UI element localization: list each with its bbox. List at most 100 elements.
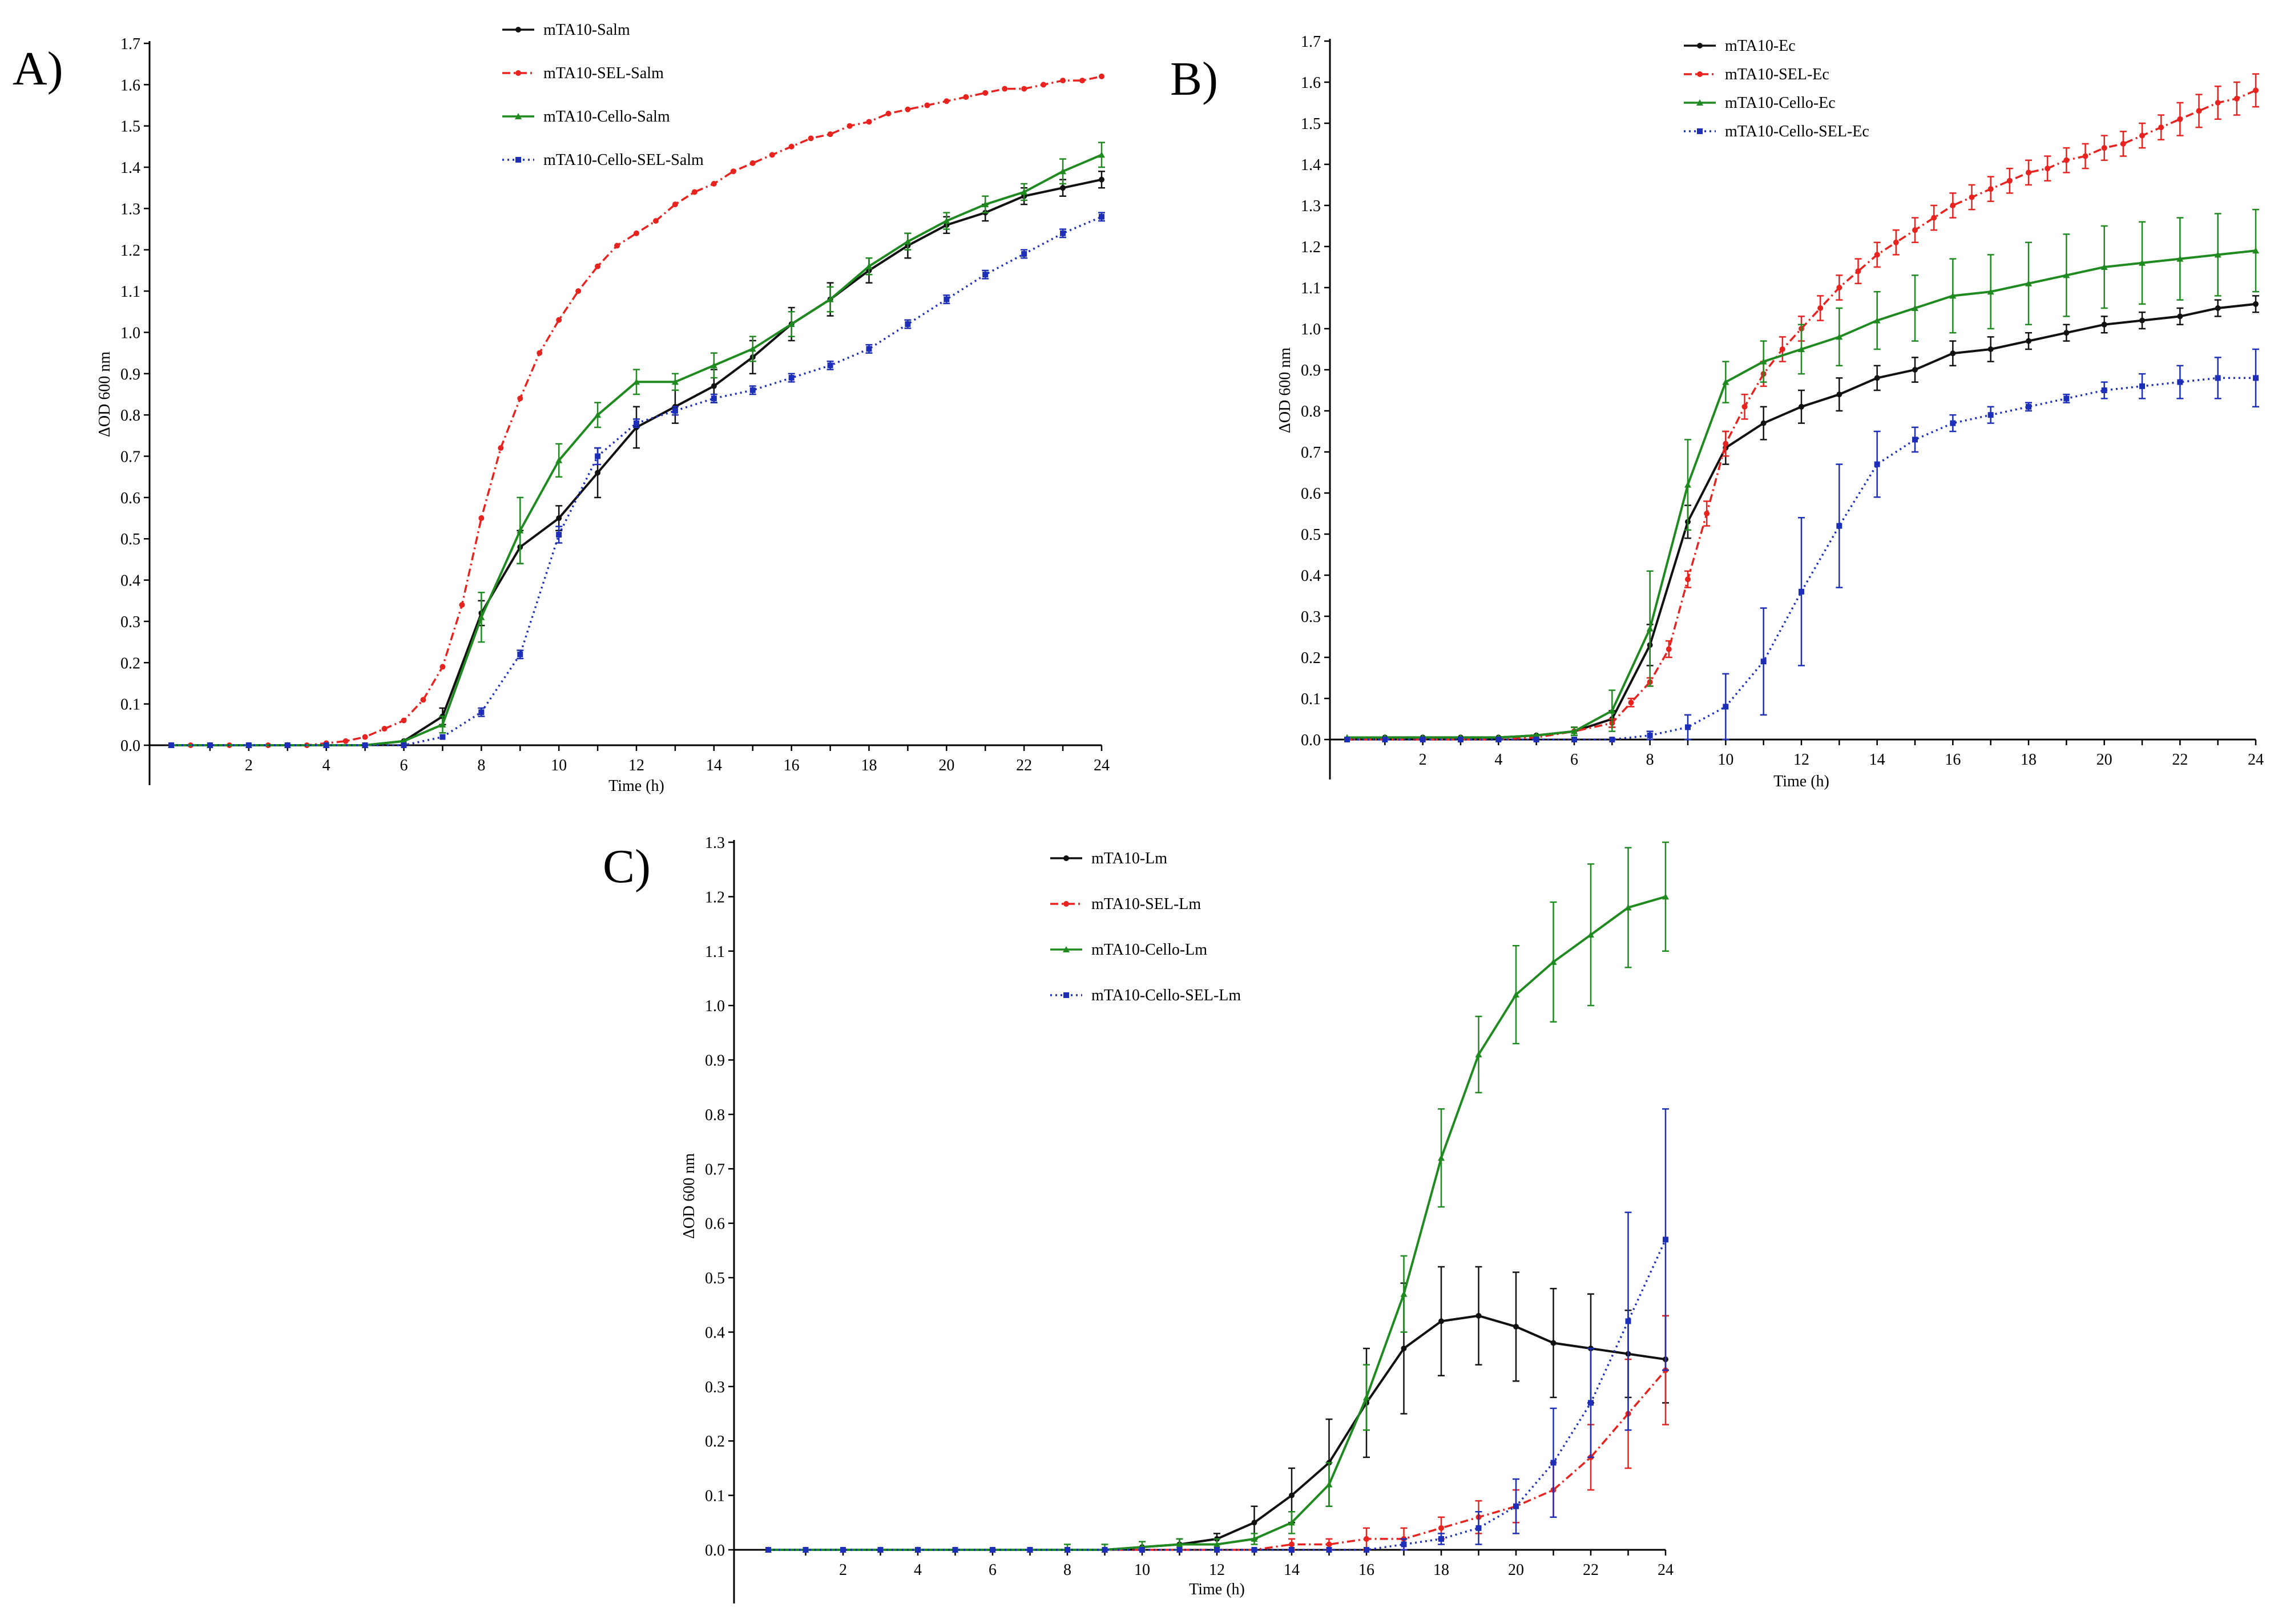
legend-entry: mTA10-SEL-Ec (1684, 66, 1829, 83)
data-point (556, 317, 562, 323)
data-point (672, 407, 678, 414)
series-line (768, 1370, 1667, 1551)
data-point (710, 362, 717, 369)
legend-label: mTA10-Cello-SEL-Salm (543, 151, 704, 169)
data-point (1288, 1519, 1295, 1526)
series-mTA10-Cello-SEL-Lm (765, 1108, 1669, 1553)
y-axis-title: ΔOD 600 nm (1276, 348, 1294, 433)
y-tick-label: 0.6 (1301, 485, 1321, 503)
data-point (749, 387, 756, 393)
data-point (865, 262, 873, 269)
data-point (1628, 700, 1634, 706)
y-tick-label: 1.6 (1301, 74, 1321, 92)
x-tick-label: 12 (628, 757, 644, 774)
data-point (826, 296, 834, 302)
legend-label: mTA10-Lm (1091, 850, 1167, 867)
data-point (440, 734, 446, 740)
y-tick-label: 0.3 (1301, 608, 1321, 626)
legend-marker (515, 113, 522, 119)
data-point (1931, 215, 1937, 221)
data-point (1401, 1541, 1407, 1548)
data-point (1344, 737, 1350, 742)
panel-label-b: B) (1170, 52, 1218, 106)
data-point (2101, 145, 2107, 151)
series-mTA10-Cello-Lm (765, 841, 1669, 1553)
y-tick-label: 0.4 (120, 572, 140, 590)
data-point (1550, 1340, 1557, 1346)
data-point (1475, 1051, 1482, 1057)
data-point (614, 243, 620, 249)
data-point (245, 742, 252, 748)
legend-label: mTA10-Salm (543, 21, 630, 39)
legend-label: mTA10-Cello-Salm (543, 108, 670, 126)
data-point (2253, 375, 2259, 381)
x-tick-label: 16 (784, 757, 800, 774)
data-point (905, 106, 911, 112)
data-point (1102, 1547, 1108, 1553)
panel-label-c: C) (603, 840, 651, 893)
y-tick-label: 0.1 (705, 1488, 725, 1505)
data-point (2063, 157, 2070, 163)
x-tick-label: 20 (1508, 1561, 1524, 1579)
data-point (982, 201, 989, 208)
data-point (2139, 259, 2146, 266)
data-point (2100, 264, 2108, 270)
data-point (342, 738, 349, 744)
data-point (944, 296, 950, 302)
data-point (2026, 403, 2031, 410)
y-tick-label: 0.1 (1301, 690, 1321, 708)
y-tick-label: 0.3 (705, 1379, 725, 1396)
data-point (1723, 704, 1729, 710)
x-tick-label: 2 (1419, 751, 1427, 769)
x-tick-label: 22 (1016, 757, 1032, 774)
data-point (1836, 391, 1842, 398)
data-point (803, 1547, 809, 1553)
data-point (1079, 78, 1086, 84)
data-point (595, 470, 601, 476)
y-tick-label: 0.8 (120, 407, 140, 425)
data-point (730, 168, 736, 175)
data-point (1625, 1318, 1631, 1324)
data-point (866, 346, 872, 352)
legend-marker (1697, 43, 1703, 49)
data-point (1798, 346, 1805, 352)
y-tick-label: 1.5 (1301, 115, 1321, 133)
y-axis-title: ΔOD 600 nm (96, 352, 114, 437)
data-point (990, 1547, 995, 1553)
data-point (866, 119, 872, 125)
data-point (1760, 358, 1767, 365)
y-tick-label: 0.0 (705, 1542, 725, 1560)
data-point (915, 1547, 921, 1553)
data-point (478, 613, 485, 620)
data-point (2101, 387, 2107, 393)
y-tick-label: 1.6 (120, 76, 140, 94)
x-tick-label: 18 (2021, 751, 2037, 769)
y-tick-label: 1.4 (120, 159, 140, 177)
x-tick-label: 24 (1658, 1561, 1674, 1579)
y-tick-label: 1.2 (705, 888, 725, 906)
data-point (905, 321, 911, 327)
data-point (1325, 1481, 1333, 1488)
y-tick-label: 0.5 (120, 531, 140, 548)
y-tick-label: 1.3 (120, 200, 140, 218)
data-point (1588, 1400, 1594, 1406)
chart-1: 0.0 0.1 0.2 0.3 0.4 0.5 0.6 0.7 0.8 0.9 1.0 1.1 1.2 1… (96, 21, 1110, 795)
data-point (2176, 255, 2184, 262)
data-point (765, 1547, 771, 1553)
data-point (1513, 1503, 1519, 1509)
data-point (2063, 330, 2070, 336)
x-tick-label: 10 (1717, 751, 1733, 769)
x-tick-label: 2 (839, 1561, 847, 1579)
x-tick-label: 12 (1793, 751, 1809, 769)
legend-entry: mTA10-SEL-Salm (502, 64, 664, 82)
data-point (1021, 86, 1027, 92)
data-point (1099, 213, 1104, 220)
data-point (1912, 437, 1918, 443)
data-point (2026, 338, 2031, 344)
data-point (1382, 737, 1388, 742)
data-point (2177, 116, 2183, 122)
series-mTA10-Lm (765, 1266, 1669, 1553)
y-tick-label: 1.3 (705, 834, 725, 852)
x-axis-title: Time (h) (1773, 773, 1829, 790)
y-tick-label: 0.6 (120, 490, 140, 507)
